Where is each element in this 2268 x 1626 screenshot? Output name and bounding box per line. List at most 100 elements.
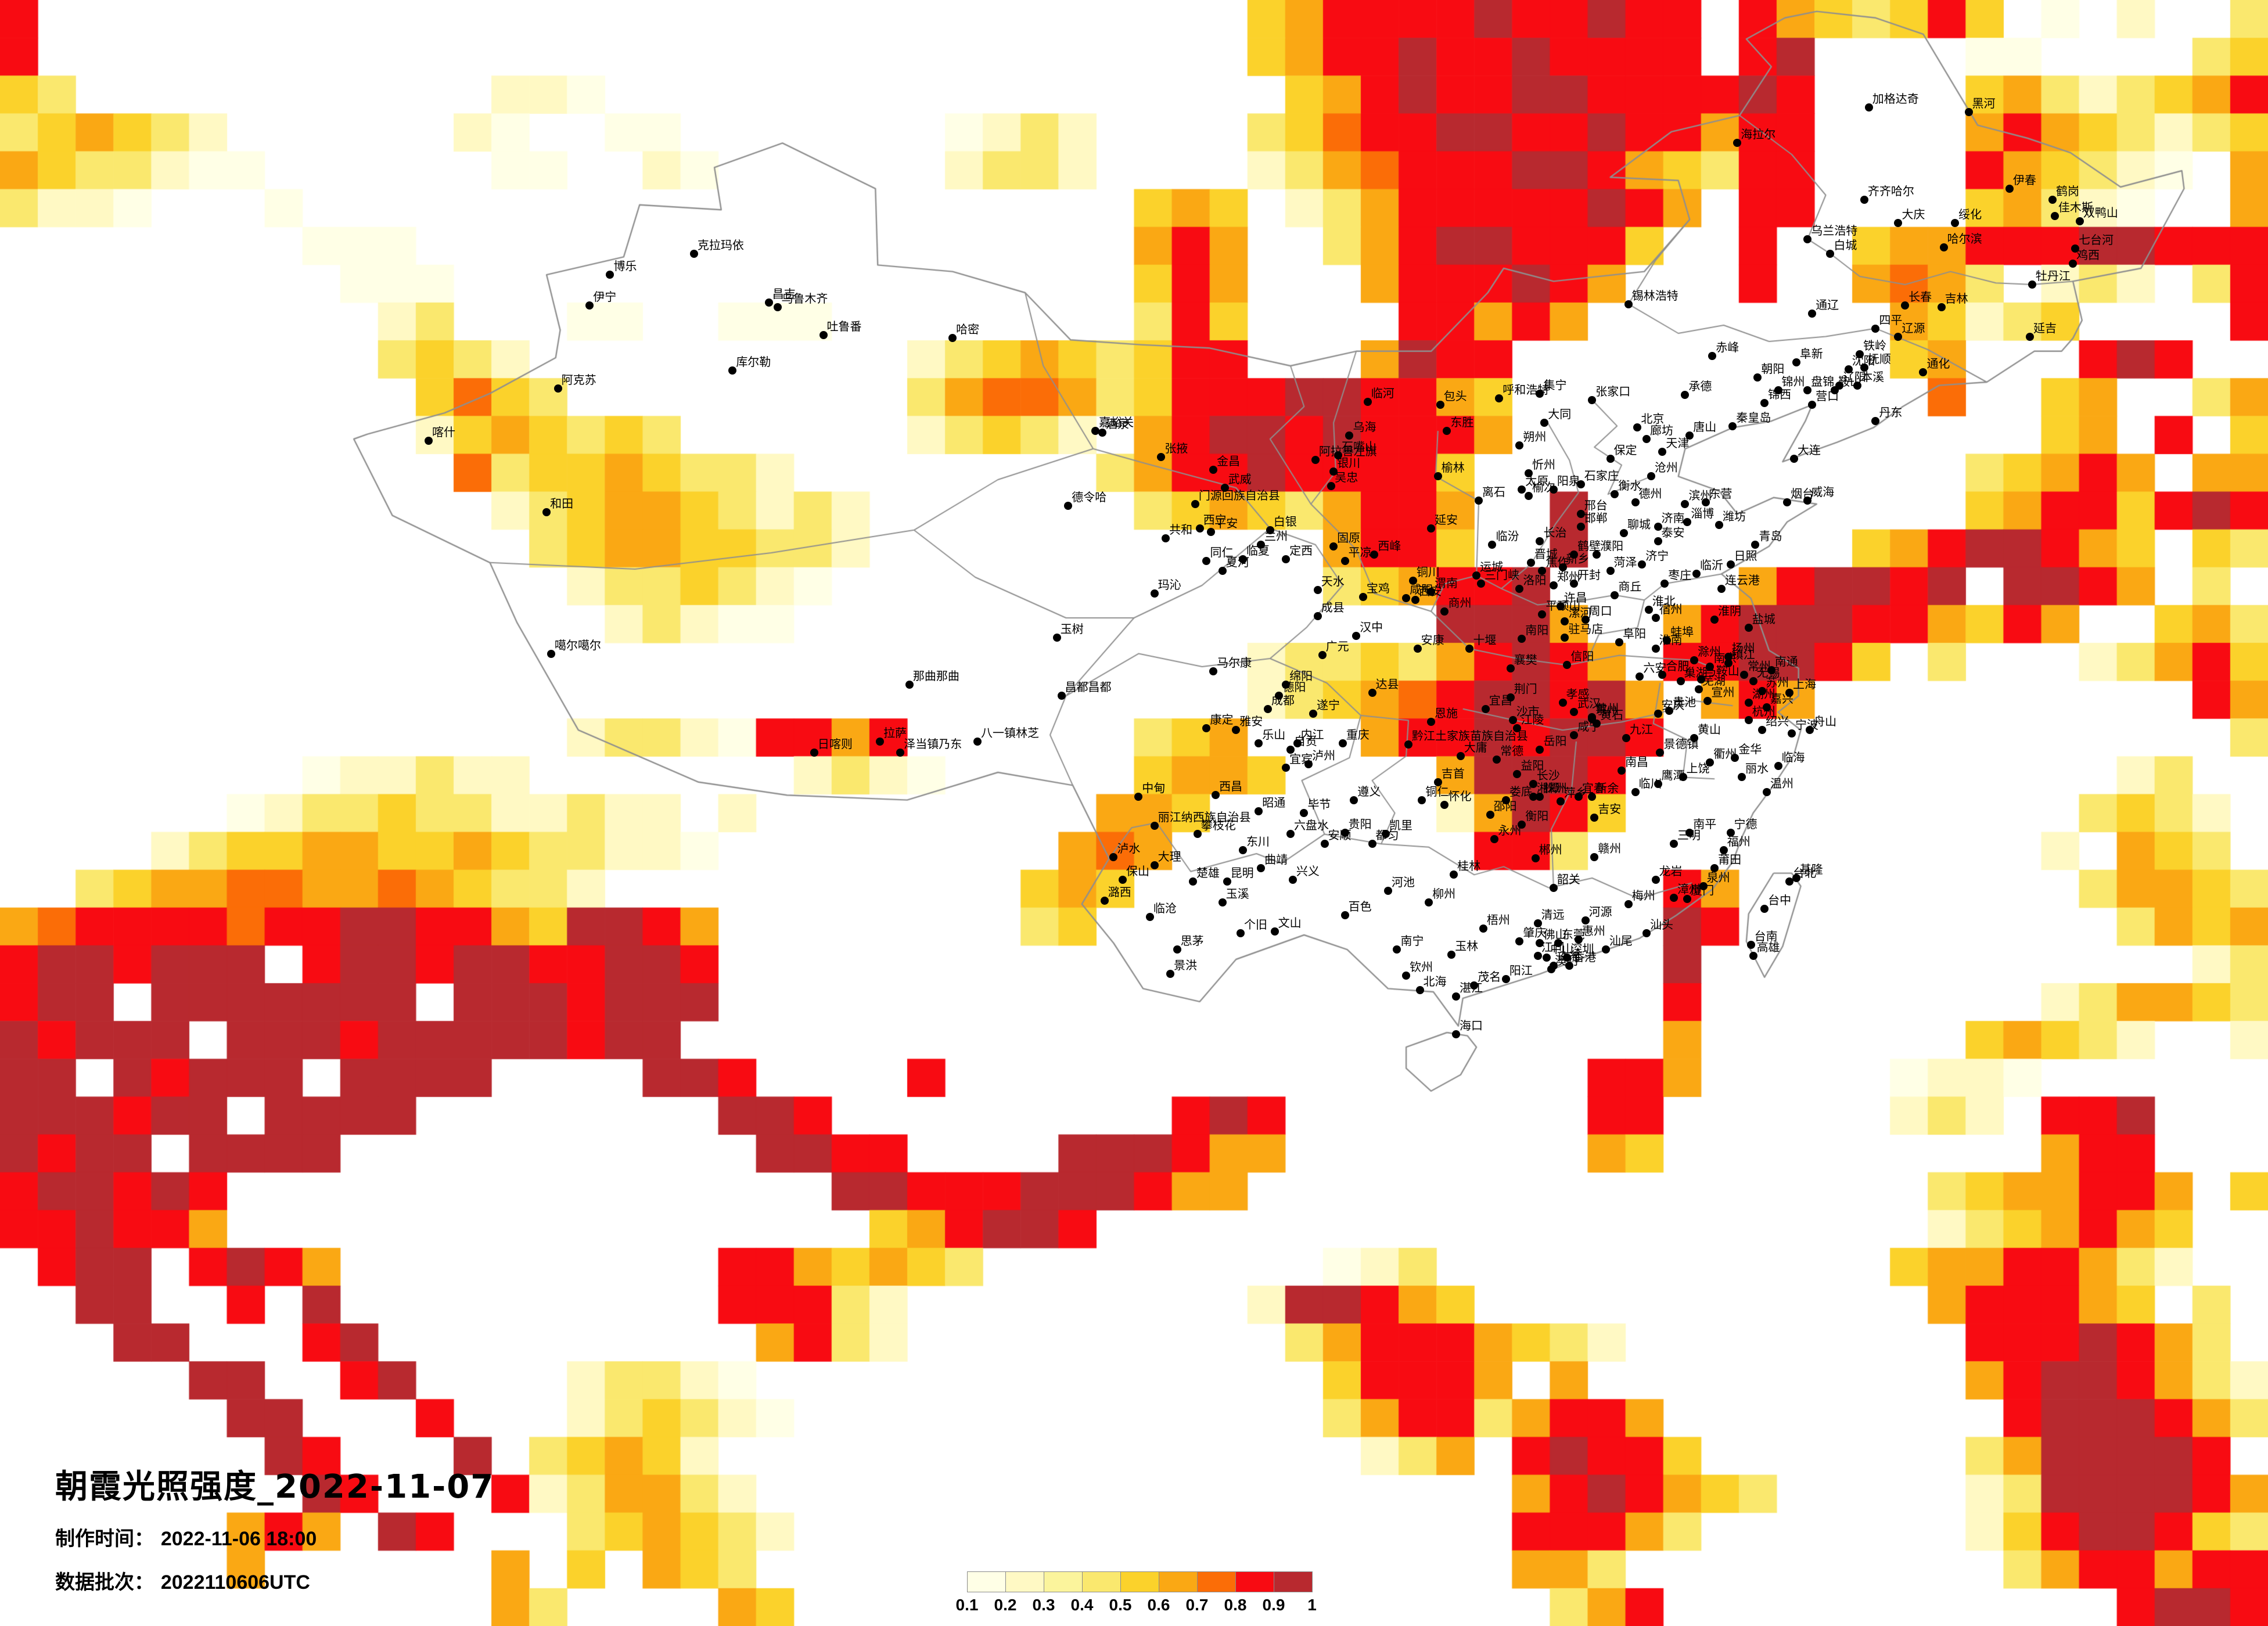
city-dot xyxy=(1719,846,1728,855)
city-dot xyxy=(1808,401,1817,409)
city-dot xyxy=(1275,692,1284,700)
city-label: 大连 xyxy=(1797,443,1821,457)
city-dot xyxy=(819,330,828,339)
city-label: 香港 xyxy=(1573,950,1597,965)
made-time-line: 制作时间： 2022-11-06 18:00 xyxy=(55,1523,494,1551)
legend-tick: 0.7 xyxy=(1185,1596,1209,1614)
city-label: 清远 xyxy=(1541,908,1565,922)
city-label: 商丘 xyxy=(1618,579,1642,593)
city-dot xyxy=(547,649,555,658)
city-dot xyxy=(1601,945,1610,954)
city-dot xyxy=(1853,381,1862,390)
city-label: 辽阳 xyxy=(1842,369,1866,384)
city-label: 昭通 xyxy=(1262,796,1286,810)
city-dot xyxy=(1651,875,1660,884)
city-dot xyxy=(1642,929,1651,938)
city-label: 泉州 xyxy=(1706,870,1730,884)
city-label: 西宁 xyxy=(1203,513,1227,527)
city-label: 雅安 xyxy=(1239,714,1263,729)
city-label: 株洲 xyxy=(1543,781,1567,795)
city-label: 珠海 xyxy=(1557,950,1580,965)
city-label: 苏州 xyxy=(1766,675,1789,689)
city-label: 吉首 xyxy=(1441,766,1465,780)
city-label: 阿拉善左旗 xyxy=(1318,444,1377,459)
city-label: 集宁 xyxy=(1543,377,1567,392)
city-dot xyxy=(1554,939,1562,947)
city-label: 重庆 xyxy=(1346,727,1370,742)
city-dot xyxy=(425,436,433,445)
city-dot xyxy=(1856,350,1864,359)
city-label: 嘉峪关 xyxy=(1099,415,1134,429)
city-label: 襄樊 xyxy=(1514,652,1537,667)
city-label: 三门峡 xyxy=(1484,568,1519,582)
city-label: 六盘水 xyxy=(1293,818,1329,833)
city-dot xyxy=(764,298,773,307)
city-dot xyxy=(1404,740,1412,749)
city-label: 玉林 xyxy=(1455,938,1479,953)
city-dot xyxy=(606,271,614,279)
city-dot xyxy=(1726,560,1735,569)
city-label: 兴义 xyxy=(1296,864,1320,878)
city-dot xyxy=(1493,755,1501,764)
city-dot xyxy=(1789,454,1798,463)
city-dot xyxy=(1436,401,1444,409)
city-dot xyxy=(1733,139,1742,148)
city-label: 锡林浩特 xyxy=(1631,288,1678,303)
city-dot xyxy=(1255,739,1263,747)
city-label: 朝阳 xyxy=(1761,361,1785,376)
city-dot xyxy=(1209,667,1218,676)
city-label: 齐齐哈尔 xyxy=(1867,184,1914,199)
city-dot xyxy=(1871,324,1880,333)
city-dot xyxy=(1209,466,1218,474)
city-dot xyxy=(1656,749,1665,757)
city-dot xyxy=(1724,653,1733,661)
city-label: 八一镇林芝 xyxy=(981,725,1040,740)
city-label: 贵池 xyxy=(1673,695,1696,709)
city-label: 郴州 xyxy=(1539,843,1562,857)
city-label: 玉溪 xyxy=(1225,887,1249,901)
city-dot xyxy=(1340,828,1349,837)
city-dot xyxy=(1518,485,1526,494)
city-dot xyxy=(1710,864,1719,873)
city-dot xyxy=(1543,954,1551,962)
city-label: 绥化 xyxy=(1958,207,1982,221)
city-label: 宜昌 xyxy=(1489,693,1512,707)
city-dot xyxy=(1739,671,1748,679)
city-dot xyxy=(1370,550,1379,559)
city-dot xyxy=(1588,793,1597,801)
city-dot xyxy=(1350,796,1358,804)
city-label: 四平 xyxy=(1879,312,1903,327)
city-label: 乌海 xyxy=(1353,420,1376,434)
city-label: 吴忠 xyxy=(1335,470,1358,485)
city-label: 德令哈 xyxy=(1072,490,1107,504)
city-label: 盐城 xyxy=(1752,611,1775,626)
city-dot xyxy=(1533,952,1542,961)
city-dot xyxy=(1744,623,1753,632)
city-label: 常德 xyxy=(1500,743,1524,758)
city-label: 菏泽 xyxy=(1613,555,1637,569)
city-dot xyxy=(1286,830,1295,839)
city-label: 邵阳 xyxy=(1493,798,1517,813)
city-label: 临沂 xyxy=(1699,558,1723,573)
city-dot xyxy=(1526,558,1535,567)
city-label: 三明 xyxy=(1677,828,1701,843)
city-label: 大同 xyxy=(1548,407,1572,421)
city-label: 河池 xyxy=(1391,875,1415,890)
city-dot xyxy=(1368,840,1376,848)
city-dot xyxy=(1561,617,1569,625)
city-dot xyxy=(1647,472,1655,481)
city-dot xyxy=(1413,645,1422,653)
city-dot xyxy=(1456,752,1465,760)
city-label: 梅州 xyxy=(1631,888,1655,902)
city-label: 昆明 xyxy=(1230,865,1254,880)
city-label: 河源 xyxy=(1588,904,1612,919)
city-label: 中山 xyxy=(1550,942,1574,956)
city-dot xyxy=(1109,852,1118,861)
city-label: 平顶山 xyxy=(1545,599,1581,613)
city-dot xyxy=(1536,793,1544,801)
city-label: 益阳 xyxy=(1521,758,1544,772)
city-dot xyxy=(1383,887,1392,895)
city-label: 开封 xyxy=(1577,568,1601,582)
city-label: 怀化 xyxy=(1448,789,1472,803)
city-label: 共和 xyxy=(1169,522,1193,537)
